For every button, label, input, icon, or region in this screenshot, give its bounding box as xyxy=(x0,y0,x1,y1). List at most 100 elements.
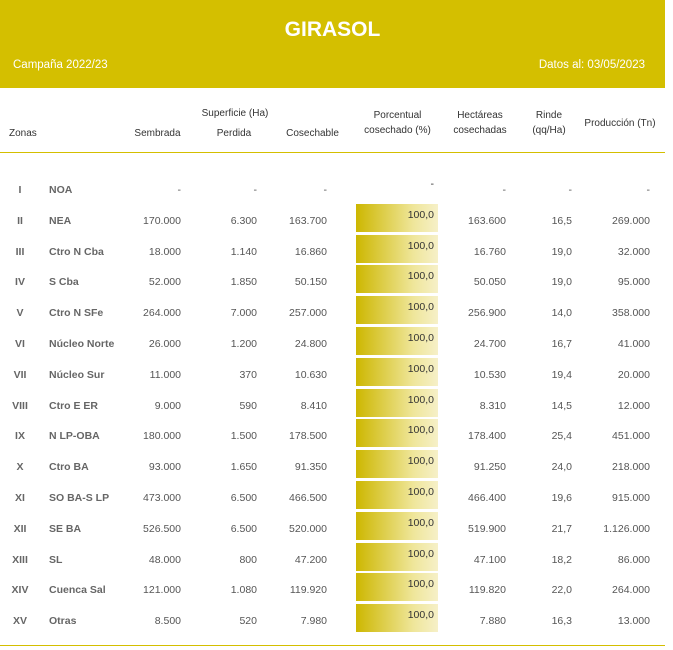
cell: 170.000 xyxy=(143,214,181,227)
zone-number: XI xyxy=(15,492,25,504)
cell: 7.880 xyxy=(479,615,506,628)
cell: 8.500 xyxy=(154,615,181,628)
cell: 19,0 xyxy=(551,276,572,289)
cell: 20.000 xyxy=(617,368,650,381)
percent-bar xyxy=(356,542,438,571)
percent-bar xyxy=(356,203,438,232)
cell: 24.800 xyxy=(294,338,327,350)
cell: 21,7 xyxy=(551,522,572,535)
cell: 1.850 xyxy=(230,276,257,289)
percent-bar xyxy=(356,511,438,540)
cell: 6.500 xyxy=(230,492,257,504)
cell: 915.000 xyxy=(612,492,650,504)
cell: 100,0 xyxy=(407,609,434,622)
cell: 800 xyxy=(239,553,257,566)
percent-bar xyxy=(356,450,438,479)
zone-number: IX xyxy=(15,430,25,443)
zone-name: SO BA-S LP xyxy=(49,492,110,504)
cell: - xyxy=(177,184,182,196)
group-header: Superficie (Ha) xyxy=(201,108,269,119)
cell: 466.500 xyxy=(289,492,327,504)
header-rule xyxy=(0,152,665,153)
cell: 100,0 xyxy=(407,547,434,560)
cell: 526.500 xyxy=(143,522,181,535)
column-header: Producción (Tn) xyxy=(584,118,656,129)
cell: 100,0 xyxy=(407,332,434,344)
zone-name: Ctro N SFe xyxy=(49,307,104,320)
cell: 473.000 xyxy=(143,492,181,504)
campaign: Campaña 2022/23 xyxy=(13,59,108,71)
cell: 22,0 xyxy=(551,584,572,597)
cell: 178.500 xyxy=(289,430,327,443)
percent-bar xyxy=(356,604,438,633)
bottom-rule xyxy=(0,645,665,646)
percent-bar xyxy=(356,296,438,325)
zone-name: Ctro N Cba xyxy=(49,245,104,258)
cell: 93.000 xyxy=(148,461,181,474)
cell: 9.000 xyxy=(154,399,181,412)
cell: 13.000 xyxy=(617,615,650,628)
cell: 11.000 xyxy=(149,368,181,381)
cell: 19,0 xyxy=(551,245,572,258)
zone-name: S Cba xyxy=(49,276,79,289)
date: Datos al: 03/05/2023 xyxy=(538,59,645,71)
percent-bar xyxy=(356,327,438,355)
cell: 590 xyxy=(239,399,257,412)
column-header: Sembrada xyxy=(134,128,181,139)
zone-number: V xyxy=(16,307,24,320)
cell: 16.860 xyxy=(294,245,327,258)
cell: 16,5 xyxy=(551,214,572,227)
cell: 1.500 xyxy=(230,430,257,443)
cell: 10.530 xyxy=(473,368,506,381)
cell: 269.000 xyxy=(612,214,650,227)
cell: 95.000 xyxy=(617,276,650,289)
percent-bar xyxy=(356,265,438,294)
cell: 32.000 xyxy=(617,245,650,258)
cell: 19,6 xyxy=(551,492,572,504)
cell: 7.980 xyxy=(300,615,327,628)
zone-name: Ctro BA xyxy=(49,461,89,474)
zone-number: X xyxy=(16,461,24,474)
cell: 370 xyxy=(239,368,257,381)
cell: 163.600 xyxy=(468,214,506,227)
cell: 1.080 xyxy=(230,584,257,597)
zone-name: Cuenca Sal xyxy=(49,584,106,597)
cell: 1.650 xyxy=(230,461,257,474)
cell: 10.630 xyxy=(294,368,327,381)
percent-bar xyxy=(356,573,438,602)
cell: - xyxy=(502,184,507,196)
column-header: Perdida xyxy=(216,128,252,139)
cell: 48.000 xyxy=(148,553,181,566)
cell: 86.000 xyxy=(617,553,650,566)
cell: 1.200 xyxy=(230,338,257,350)
title: GIRASOL xyxy=(284,18,381,41)
cell: 24,0 xyxy=(551,461,572,474)
cell: 1.140 xyxy=(230,245,257,258)
percent-bar xyxy=(356,357,438,386)
zone-number: IV xyxy=(15,276,25,289)
cell: 19,4 xyxy=(551,368,572,381)
cell: 218.000 xyxy=(612,461,650,474)
cell: 16,3 xyxy=(551,615,572,628)
cell: 256.900 xyxy=(468,307,506,320)
zone-number: III xyxy=(15,245,25,258)
cell: 163.700 xyxy=(289,214,327,227)
cell: 7.000 xyxy=(230,307,257,320)
zone-name: Núcleo Norte xyxy=(49,338,115,350)
cell: 264.000 xyxy=(143,307,181,320)
zone-number: II xyxy=(17,214,23,227)
cell: 47.100 xyxy=(473,553,506,566)
cell: 121.000 xyxy=(143,584,181,597)
cell: - xyxy=(430,178,435,190)
cell: 520.000 xyxy=(289,522,327,535)
cell: 1.126.000 xyxy=(603,522,650,535)
cell: 100,0 xyxy=(407,270,434,283)
cell: 50.150 xyxy=(294,276,327,289)
percent-bar xyxy=(356,419,438,448)
cell: 50.050 xyxy=(473,276,506,289)
cell: 100,0 xyxy=(407,486,434,498)
cell: 14,5 xyxy=(551,399,572,412)
zone-number: I xyxy=(18,184,22,196)
cell: 12.000 xyxy=(617,399,650,412)
